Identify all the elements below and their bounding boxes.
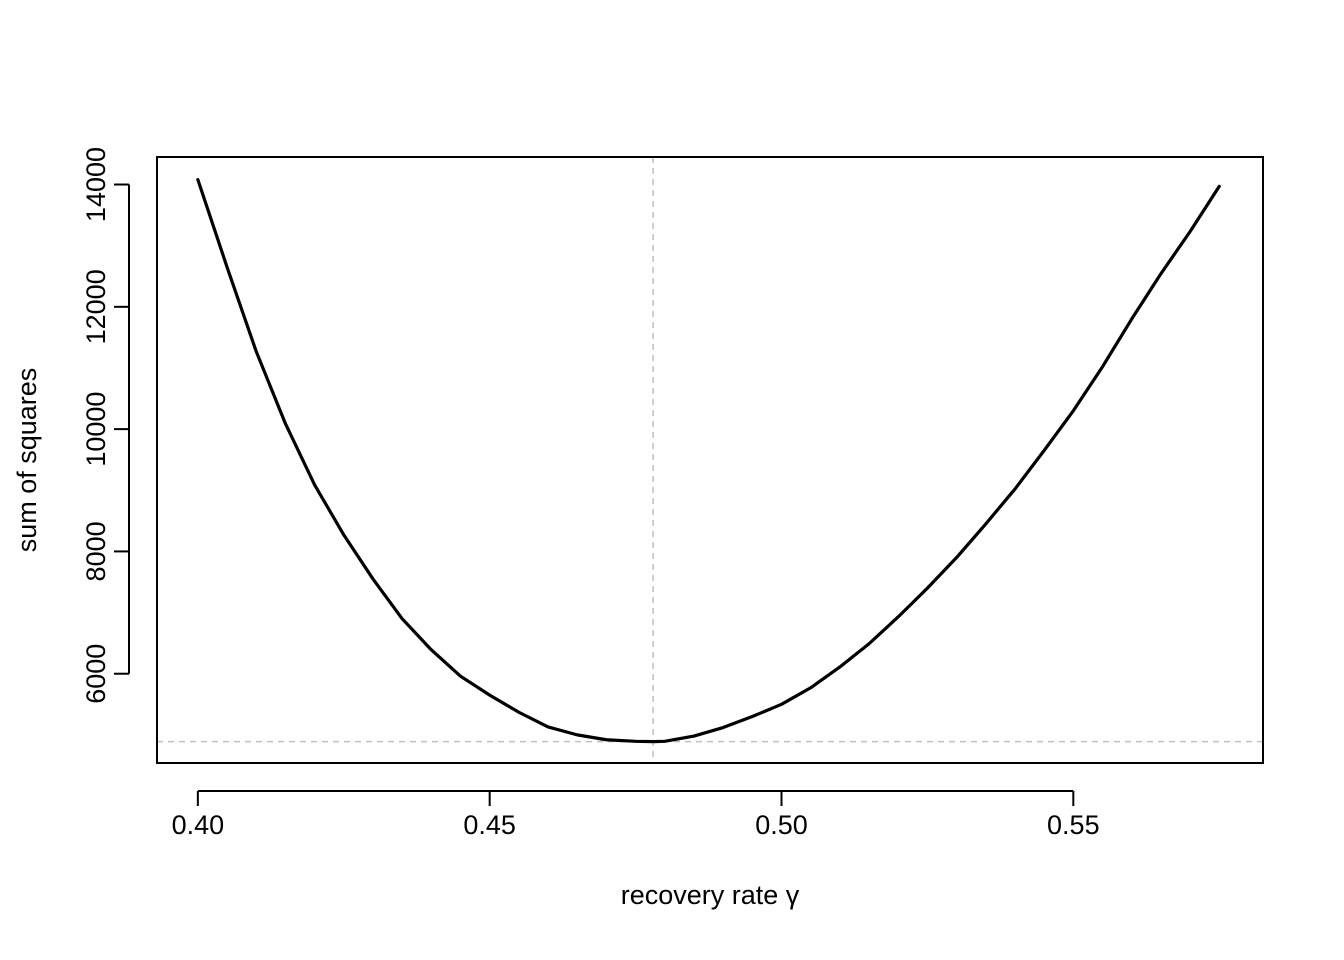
x-tick-label: 0.45	[463, 810, 516, 840]
y-axis-title: sum of squares	[12, 368, 42, 553]
y-tick-label: 12000	[81, 269, 111, 344]
y-tick-label: 8000	[81, 521, 111, 581]
series-line-1	[196, 178, 1221, 744]
y-axis: 6000 8000 10000 12000 14000	[81, 147, 130, 704]
x-tick-label: 0.40	[172, 810, 225, 840]
plot-frame	[156, 156, 1264, 764]
y-tick-label: 6000	[81, 644, 111, 704]
x-tick-label: 0.55	[1047, 810, 1100, 840]
x-axis: 0.40 0.45 0.50 0.55	[172, 790, 1100, 840]
reference-lines	[157, 157, 1263, 763]
x-axis-title: recovery rate γ	[621, 880, 800, 910]
series-layer	[196, 178, 1221, 744]
y-tick-label: 14000	[81, 147, 111, 222]
x-tick-label: 0.50	[755, 810, 808, 840]
y-tick-label: 10000	[81, 392, 111, 467]
